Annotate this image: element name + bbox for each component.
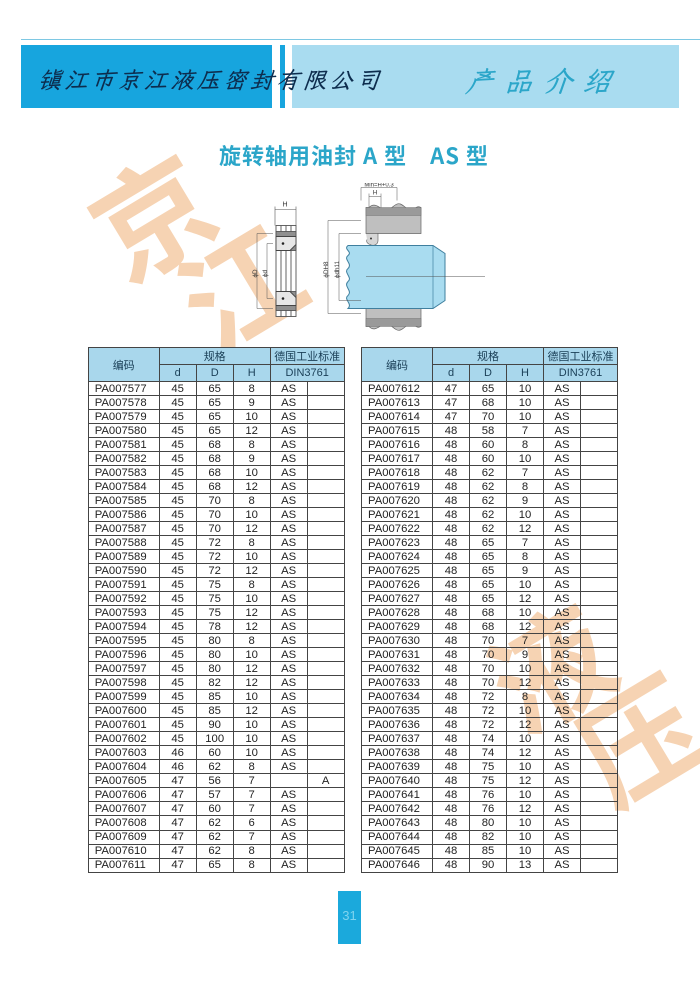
svg-text:Min=H+0.3: Min=H+0.3 (364, 183, 394, 189)
svg-text:H: H (282, 202, 287, 209)
svg-text:ϕd: ϕd (262, 269, 269, 277)
svg-text:ϕDH8: ϕDH8 (323, 261, 330, 278)
svg-text:H: H (373, 190, 378, 197)
svg-text:ϕD: ϕD (252, 269, 259, 278)
svg-text:ϕdh11: ϕdh11 (334, 260, 341, 278)
